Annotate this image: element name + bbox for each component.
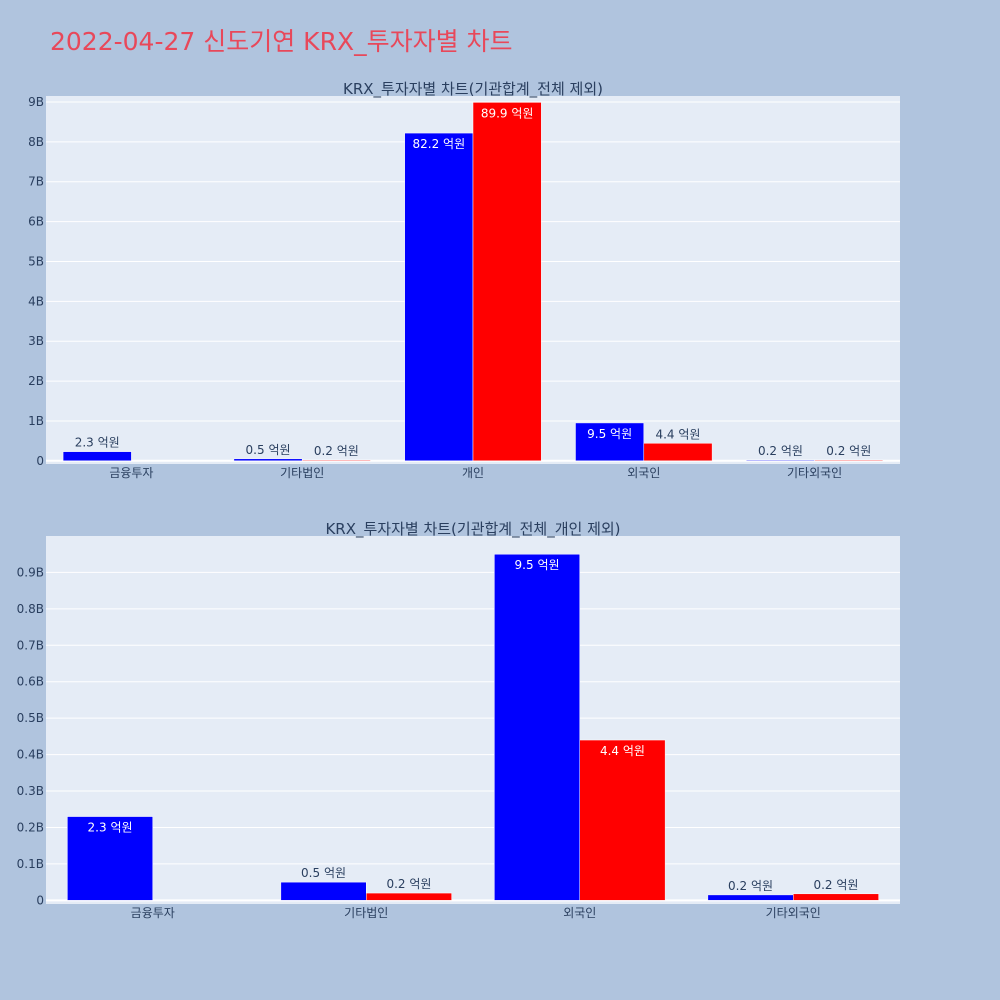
- y-tick-label: 7B: [28, 175, 44, 189]
- y-tick-label: 0: [36, 454, 44, 468]
- x-tick-label: 외국인: [627, 466, 660, 480]
- y-tick-label: 0.1B: [17, 857, 44, 871]
- data-label: 9.5 억원: [587, 427, 632, 441]
- bar: [643, 443, 713, 462]
- plot-area: [46, 536, 900, 904]
- y-tick-label: 5B: [28, 254, 44, 268]
- data-label: 89.9 억원: [481, 106, 534, 120]
- bar: [366, 892, 452, 901]
- y-tick-label: 0.8B: [17, 602, 44, 616]
- bar: [814, 459, 884, 462]
- y-tick-label: 8B: [28, 135, 44, 149]
- y-tick-label: 4B: [28, 294, 44, 308]
- bar: [62, 451, 132, 462]
- x-tick-label: 외국인: [563, 906, 596, 920]
- x-tick-label: 기타외국인: [766, 906, 821, 920]
- x-tick-label: 금융투자: [109, 466, 153, 480]
- y-tick-label: 0.3B: [17, 784, 44, 798]
- data-label: 4.4 억원: [600, 744, 645, 758]
- data-label: 4.4 억원: [655, 427, 700, 441]
- y-tick-label: 9B: [28, 95, 44, 109]
- x-tick-label: 금융투자: [131, 906, 175, 920]
- y-tick-label: 6B: [28, 215, 44, 229]
- y-tick-label: 0.9B: [17, 565, 44, 579]
- chart-title: KRX_투자자별 차트(기관합계_전체 제외): [343, 80, 603, 99]
- data-label: 9.5 억원: [515, 558, 560, 572]
- bar: [280, 881, 367, 901]
- bar: [472, 102, 542, 462]
- bar: [579, 739, 666, 901]
- y-tick-label: 0: [36, 893, 44, 907]
- x-tick-label: 개인: [462, 466, 484, 480]
- y-tick-label: 0.4B: [17, 748, 44, 762]
- y-tick-label: 0.7B: [17, 638, 44, 652]
- y-tick-label: 0.2B: [17, 820, 44, 834]
- bar: [575, 422, 645, 462]
- data-label: 0.2 억원: [314, 444, 359, 458]
- data-label: 0.2 억원: [386, 877, 431, 891]
- x-tick-label: 기타외국인: [787, 466, 842, 480]
- data-label: 0.2 억원: [758, 444, 803, 458]
- data-label: 0.5 억원: [246, 443, 291, 457]
- data-label: 0.5 억원: [301, 866, 346, 880]
- bar: [707, 894, 794, 901]
- y-tick-label: 1B: [28, 414, 44, 428]
- data-label: 0.2 억원: [813, 878, 858, 892]
- x-tick-label: 기타법인: [280, 466, 324, 480]
- y-tick-label: 3B: [28, 334, 44, 348]
- y-tick-label: 0.5B: [17, 711, 44, 725]
- data-label: 82.2 억원: [413, 137, 466, 151]
- data-label: 0.2 억원: [826, 444, 871, 458]
- bar: [301, 459, 371, 462]
- x-tick-label: 기타법인: [344, 906, 388, 920]
- bar: [404, 132, 474, 462]
- y-tick-label: 0.6B: [17, 675, 44, 689]
- page-title: 2022-04-27 신도기연 KRX_투자자별 차트: [50, 27, 513, 56]
- data-label: 2.3 억원: [75, 436, 120, 450]
- y-tick-label: 2B: [28, 374, 44, 388]
- data-label: 0.2 억원: [728, 879, 773, 893]
- bar: [494, 553, 581, 901]
- data-label: 2.3 억원: [88, 821, 133, 835]
- chart-title: KRX_투자자별 차트(기관합계_전체_개인 제외): [325, 520, 620, 539]
- bar: [67, 816, 153, 901]
- bar: [793, 893, 879, 901]
